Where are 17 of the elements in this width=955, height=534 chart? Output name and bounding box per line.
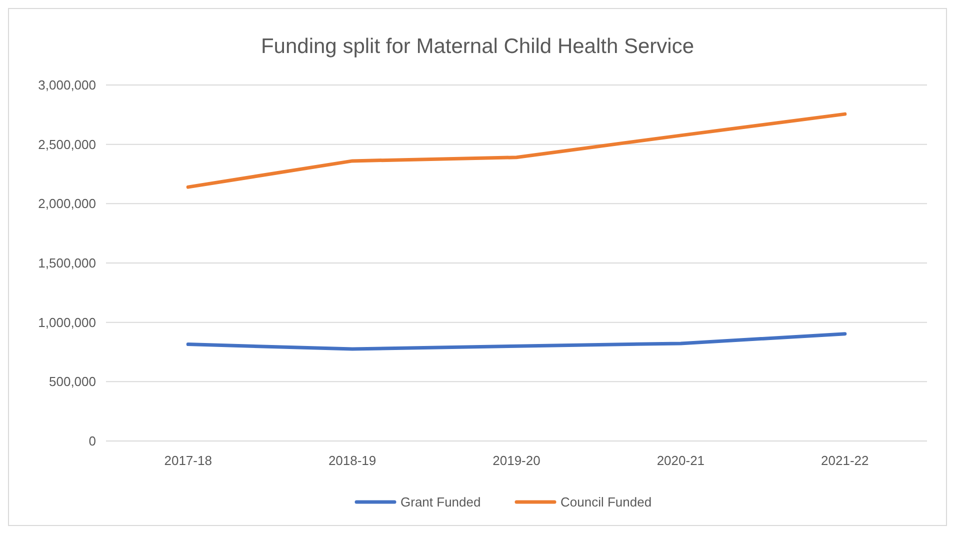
line-series [186,112,847,189]
x-tick-label: 2018-19 [328,453,376,468]
y-tick-label: 3,000,000 [38,78,96,93]
line-series [186,332,847,351]
x-tick-label: 2019-20 [492,453,540,468]
y-tick-label: 500,000 [49,374,96,390]
y-tick-label: 0 [88,434,96,449]
y-tick-label: 1,500,000 [38,256,96,271]
legend-label: Grant Funded [400,494,481,510]
x-tick-label: 2021-22 [821,453,869,468]
chart-title: Funding split for Maternal Child Health Service [260,35,694,58]
y-tick-label: 2,500,000 [38,136,96,152]
y-tick-label: 1,000,000 [38,314,96,330]
x-tick-label: 2017-18 [164,453,212,468]
y-tick-label: 2,000,000 [38,196,96,212]
legend-label: Council Funded [560,494,652,510]
x-tick-label: 2020-21 [656,453,705,468]
